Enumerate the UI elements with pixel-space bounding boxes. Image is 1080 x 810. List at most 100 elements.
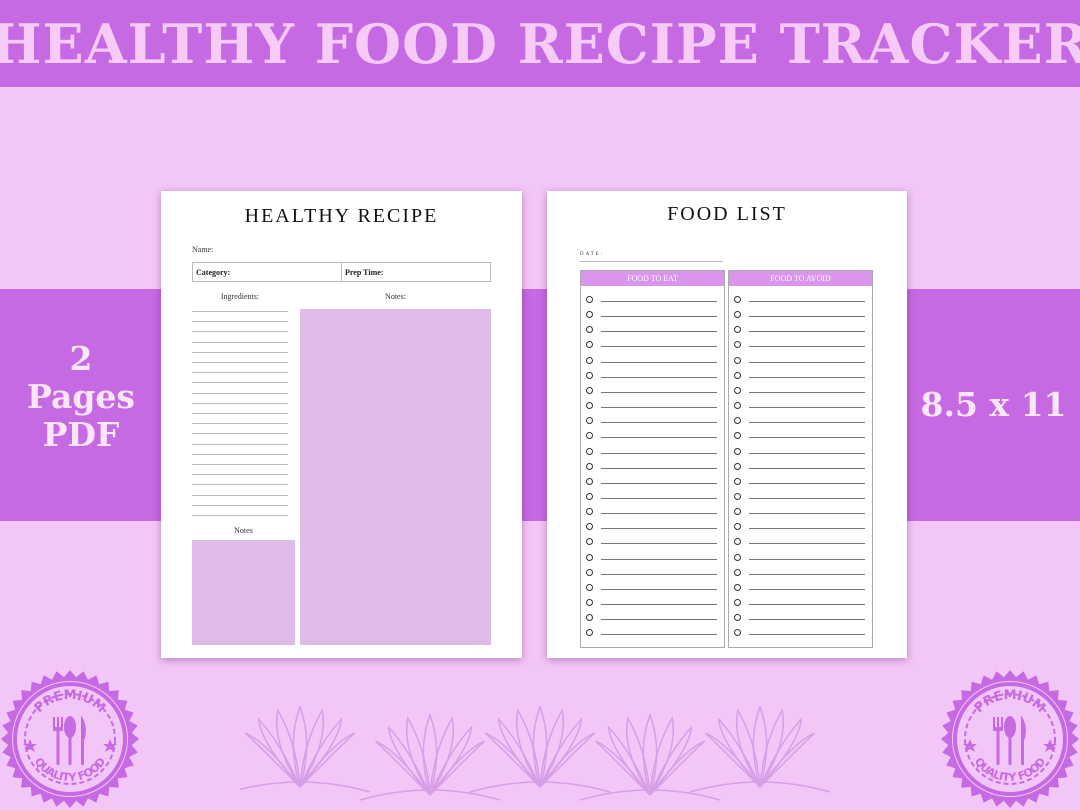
checkbox-circle-icon[interactable] [586, 538, 593, 546]
checklist-row[interactable] [734, 341, 866, 351]
checkbox-circle-icon[interactable] [586, 311, 593, 319]
checklist-row[interactable] [734, 417, 866, 427]
checklist-row[interactable] [734, 629, 866, 639]
checklist-row[interactable] [586, 296, 718, 306]
checkbox-circle-icon[interactable] [734, 477, 741, 485]
checkbox-circle-icon[interactable] [586, 492, 593, 500]
checklist-row[interactable] [586, 508, 718, 518]
checklist-row[interactable] [586, 417, 718, 427]
checkbox-circle-icon[interactable] [586, 386, 593, 394]
checkbox-circle-icon[interactable] [586, 371, 593, 379]
checklist-row[interactable] [586, 492, 718, 503]
checkbox-circle-icon[interactable] [586, 553, 593, 561]
checklist-row[interactable] [586, 599, 718, 609]
checklist-row[interactable] [734, 326, 866, 336]
checkbox-circle-icon[interactable] [734, 553, 741, 561]
checklist-row[interactable] [734, 296, 866, 306]
entry-line [749, 437, 865, 439]
checklist-row[interactable] [586, 402, 718, 412]
checklist-row[interactable] [734, 311, 866, 321]
checkbox-circle-icon[interactable] [734, 568, 741, 576]
checklist-row[interactable] [734, 371, 866, 382]
checkbox-circle-icon[interactable] [586, 508, 593, 516]
checkbox-circle-icon[interactable] [586, 417, 593, 425]
size-badge: 8.5 x 11 [920, 385, 1067, 424]
checkbox-circle-icon[interactable] [586, 477, 593, 485]
entry-line [601, 391, 717, 393]
checklist-row[interactable] [586, 523, 718, 533]
checkbox-circle-icon[interactable] [586, 326, 593, 334]
checkbox-circle-icon[interactable] [586, 402, 593, 410]
checklist-row[interactable] [586, 614, 718, 624]
checklist-row[interactable] [586, 432, 718, 442]
checklist-row[interactable] [734, 568, 866, 579]
checklist-row[interactable] [586, 583, 718, 594]
checkbox-circle-icon[interactable] [586, 462, 593, 470]
checklist-row[interactable] [734, 432, 866, 442]
checklist-row[interactable] [734, 538, 866, 548]
checklist-row[interactable] [734, 492, 866, 503]
checkbox-circle-icon[interactable] [734, 492, 741, 500]
checklist-row[interactable] [586, 553, 718, 564]
checkbox-circle-icon[interactable] [734, 614, 741, 622]
checkbox-circle-icon[interactable] [734, 583, 741, 591]
checkbox-circle-icon[interactable] [734, 311, 741, 319]
checkbox-circle-icon[interactable] [734, 508, 741, 516]
checklist-row[interactable] [586, 568, 718, 579]
checkbox-circle-icon[interactable] [586, 447, 593, 455]
checkbox-circle-icon[interactable] [734, 402, 741, 410]
checkbox-circle-icon[interactable] [734, 599, 741, 606]
checklist-row[interactable] [734, 477, 866, 488]
checkbox-circle-icon[interactable] [586, 583, 593, 591]
checklist-row[interactable] [586, 629, 718, 639]
checklist-row[interactable] [586, 477, 718, 488]
checkbox-circle-icon[interactable] [586, 614, 593, 622]
checkbox-circle-icon[interactable] [734, 326, 741, 334]
checkbox-circle-icon[interactable] [734, 356, 741, 364]
checklist-row[interactable] [586, 447, 718, 458]
banner-title: HEALTHY FOOD RECIPE TRACKER [0, 11, 1080, 76]
checkbox-circle-icon[interactable] [586, 296, 593, 303]
checkbox-circle-icon[interactable] [586, 523, 593, 531]
checklist-row[interactable] [586, 538, 718, 548]
checklist-row[interactable] [586, 356, 718, 367]
ingredients-label: Ingredients: [220, 292, 260, 301]
checklist-row[interactable] [734, 356, 866, 367]
checklist-row[interactable] [586, 341, 718, 351]
checklist-row[interactable] [586, 462, 718, 473]
checkbox-circle-icon[interactable] [586, 432, 593, 440]
checkbox-circle-icon[interactable] [734, 341, 741, 349]
entry-line [601, 513, 717, 515]
checklist-row[interactable] [586, 326, 718, 336]
checkbox-circle-icon[interactable] [734, 629, 741, 637]
checkbox-circle-icon[interactable] [734, 417, 741, 425]
checkbox-circle-icon[interactable] [734, 371, 741, 379]
checkbox-circle-icon[interactable] [734, 462, 741, 470]
checkbox-circle-icon[interactable] [734, 386, 741, 394]
entry-line [749, 558, 865, 560]
ingredient-line [192, 311, 288, 312]
checklist-row[interactable] [734, 386, 866, 397]
checkbox-circle-icon[interactable] [734, 432, 741, 440]
checkbox-circle-icon[interactable] [586, 356, 593, 364]
checkbox-circle-icon[interactable] [734, 523, 741, 531]
checklist-row[interactable] [734, 599, 866, 609]
checkbox-circle-icon[interactable] [586, 599, 593, 606]
checkbox-circle-icon[interactable] [734, 538, 741, 546]
checklist-row[interactable] [586, 311, 718, 321]
checkbox-circle-icon[interactable] [586, 629, 593, 637]
checkbox-circle-icon[interactable] [734, 296, 741, 303]
checklist-row[interactable] [734, 462, 866, 473]
checklist-row[interactable] [734, 523, 866, 533]
checklist-row[interactable] [734, 614, 866, 624]
checklist-row[interactable] [734, 447, 866, 458]
checkbox-circle-icon[interactable] [734, 447, 741, 455]
checklist-row[interactable] [586, 371, 718, 382]
checklist-row[interactable] [734, 402, 866, 412]
checkbox-circle-icon[interactable] [586, 341, 593, 349]
checklist-row[interactable] [734, 508, 866, 518]
checklist-row[interactable] [586, 386, 718, 397]
checkbox-circle-icon[interactable] [586, 568, 593, 576]
checklist-row[interactable] [734, 583, 866, 594]
checklist-row[interactable] [734, 553, 866, 564]
